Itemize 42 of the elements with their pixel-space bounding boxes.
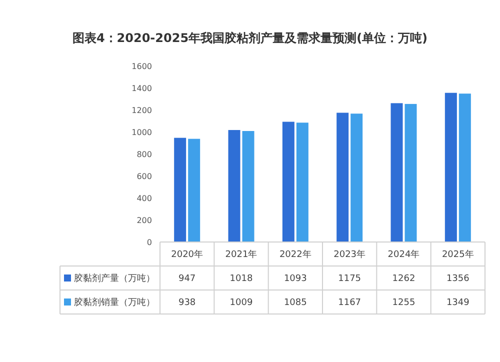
bar: [282, 122, 294, 242]
data-label: 1093: [284, 274, 307, 284]
bar: [390, 103, 403, 242]
legend-label: 胶黏剂产量（万吨）: [74, 273, 155, 284]
data-label: 1356: [446, 274, 470, 284]
y-tick-label: 1600: [132, 62, 152, 71]
bar: [350, 114, 363, 242]
x-tick-label: 2025年: [442, 249, 474, 260]
data-label: 938: [178, 298, 196, 308]
bar: [336, 112, 349, 242]
bar: [228, 130, 240, 242]
x-tick-label: 2021年: [225, 249, 258, 260]
data-label: 1349: [446, 298, 470, 308]
bar: [188, 138, 200, 242]
data-label: 1175: [338, 274, 362, 284]
bar: [404, 104, 417, 242]
y-tick-label: 1400: [132, 84, 152, 93]
bar: [296, 122, 308, 242]
y-tick-label: 400: [136, 194, 152, 203]
y-tick-label: 800: [136, 150, 152, 159]
data-label: 1167: [338, 298, 362, 308]
x-tick-label: 2023年: [334, 249, 366, 260]
y-tick-label: 200: [136, 216, 152, 225]
data-label: 947: [178, 274, 196, 284]
bar: [444, 92, 457, 242]
x-tick-label: 2020年: [171, 249, 204, 260]
data-label: 1085: [284, 298, 307, 308]
chart-title: 图表4：2020-2025年我国胶粘剂产量及需求量预测(单位：万吨): [72, 31, 428, 45]
data-label: 1262: [392, 274, 416, 284]
data-label: 1018: [230, 274, 253, 284]
x-tick-label: 2022年: [279, 249, 312, 260]
y-tick-label: 1000: [132, 128, 152, 137]
x-tick-label: 2024年: [388, 249, 420, 260]
y-tick-label: 1200: [132, 106, 152, 115]
y-tick-label: 600: [136, 172, 152, 181]
bar: [174, 138, 186, 242]
bar: [458, 94, 471, 242]
bar: [242, 131, 254, 242]
legend-label: 胶黏剂销量（万吨）: [74, 297, 155, 308]
data-label: 1255: [392, 298, 416, 308]
y-tick-label: 0: [146, 238, 152, 247]
data-label: 1009: [230, 298, 253, 308]
